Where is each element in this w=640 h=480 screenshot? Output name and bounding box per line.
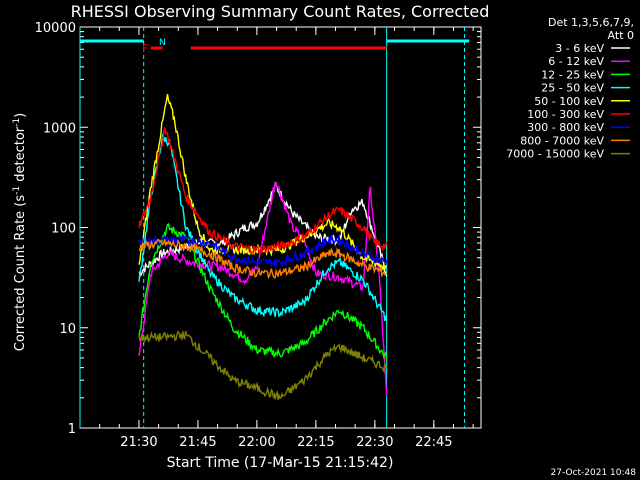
series-line xyxy=(138,238,387,280)
ylabel-mid: detector xyxy=(13,126,28,186)
chart-title: RHESSI Observing Summary Count Rates, Co… xyxy=(71,2,490,21)
legend-entry-label: 300 - 800 keV xyxy=(527,121,604,134)
x-tick-label: 22:00 xyxy=(238,435,275,450)
legend-entry-label: 6 - 12 keV xyxy=(548,55,604,68)
y-tick-label: 10000 xyxy=(35,21,76,36)
series-group xyxy=(138,93,388,401)
y-axis-label: Corrected Count Rate (s-1 detector-1) xyxy=(12,113,28,351)
legend-entry-label: 12 - 25 keV xyxy=(541,68,604,81)
x-tick-label: 22:45 xyxy=(415,435,452,450)
legend-header: Att 0 xyxy=(608,29,634,42)
status-bars xyxy=(80,39,470,50)
plot-frame xyxy=(79,26,482,429)
legend-entry-label: 7000 - 15000 keV xyxy=(506,148,604,161)
ylabel-main: Corrected Count Rate (s xyxy=(13,195,28,352)
x-axis: 21:30 21:45 22:00 22:15 22:30 22:45 xyxy=(99,27,474,450)
legend-entry-label: 3 - 6 keV xyxy=(555,42,604,55)
x-tick-label: 21:45 xyxy=(179,435,216,450)
ylabel-end: ) xyxy=(13,113,28,118)
series-line xyxy=(138,234,388,268)
legend-entry-label: 25 - 50 keV xyxy=(541,82,604,95)
ylabel-sup1: -1 xyxy=(12,186,22,195)
legend-entry-label: 100 - 300 keV xyxy=(527,108,604,121)
flag-F: F xyxy=(142,42,148,55)
legend-entry-label: 50 - 100 keV xyxy=(534,95,604,108)
y-tick-label: 100 xyxy=(51,222,76,237)
x-tick-label: 22:30 xyxy=(356,435,393,450)
y-axis: 1 10 100 1000 10000 xyxy=(35,21,481,437)
series-line xyxy=(138,133,388,322)
legend-entry-label: 800 - 7000 keV xyxy=(520,134,604,147)
series-line xyxy=(138,93,388,272)
series-line xyxy=(138,181,388,278)
series-line xyxy=(138,127,388,255)
x-tick-label: 22:15 xyxy=(297,435,334,450)
y-tick-label: 1 xyxy=(68,422,76,437)
x-tick-label: 21:30 xyxy=(120,435,157,450)
legend-header: Det 1,3,5,6,7,9, xyxy=(548,16,634,29)
series-line xyxy=(138,222,388,362)
vertical-markers xyxy=(79,27,465,428)
date-stamp: 27-Oct-2021 10:48 xyxy=(551,468,637,478)
y-tick-label: 1000 xyxy=(43,121,76,136)
series-line xyxy=(138,181,388,396)
series-line xyxy=(138,330,388,401)
x-axis-label: Start Time (17-Mar-15 21:15:42) xyxy=(167,455,394,471)
y-tick-label: 10 xyxy=(59,322,76,337)
flag-N: N xyxy=(159,38,166,48)
ylabel-sup2: -1 xyxy=(12,118,22,127)
